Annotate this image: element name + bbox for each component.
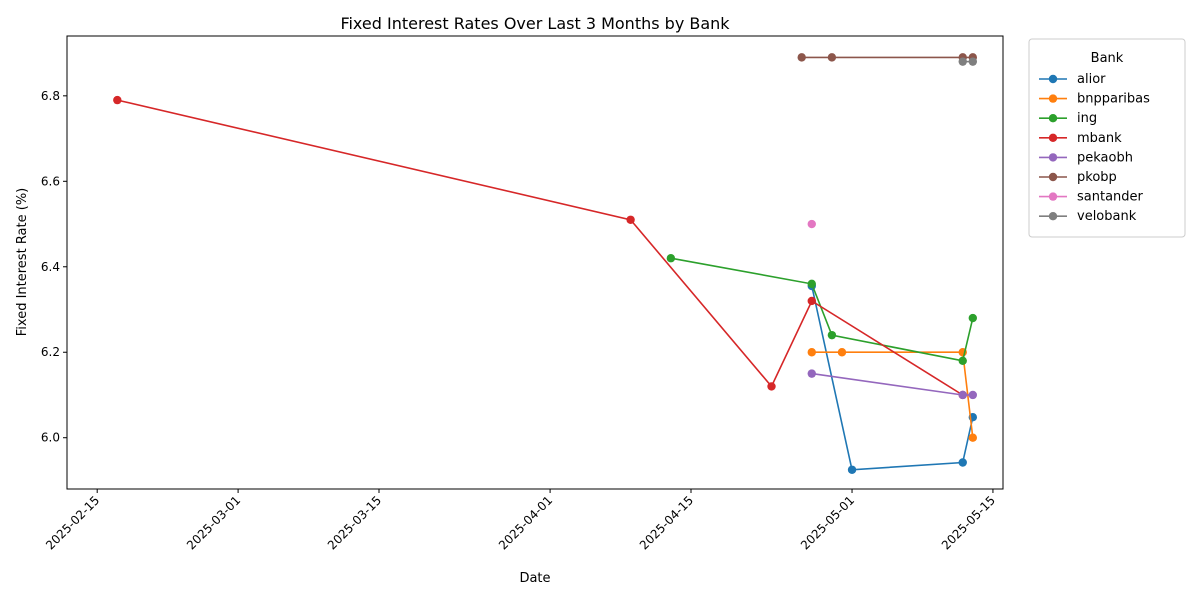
data-point-mbank [807, 296, 816, 306]
y-axis: 6.0 6.2 6.4 6.6 6.8 [41, 89, 67, 445]
legend-marker [1048, 133, 1058, 142]
legend-label: velobank [1077, 209, 1137, 224]
series-velobank [958, 57, 978, 66]
legend-label: pekaobh [1077, 150, 1133, 165]
data-point-pekaobh [958, 390, 967, 400]
x-tick-label: 2025-03-15 [325, 493, 384, 552]
legend-item-pkobp: pkobp [1039, 170, 1117, 185]
data-point-ing [968, 313, 978, 323]
series-ing [666, 254, 978, 365]
data-point-alior [958, 458, 967, 467]
legend-label: santander [1077, 190, 1144, 205]
x-tick-label: 2025-05-01 [798, 493, 857, 552]
legend-items: alior bnpparibas ing mbank pekaobh pkobp santa… [1039, 72, 1150, 224]
legend-marker [1048, 172, 1058, 182]
data-point-mbank [626, 215, 635, 224]
legend-marker [1048, 94, 1058, 103]
data-point-pkobp [797, 53, 806, 62]
y-tick-label: 6.6 [41, 174, 60, 188]
series-pekaobh [807, 369, 978, 400]
data-point-ing [827, 330, 837, 340]
y-axis-label: Fixed Interest Rate (%) [15, 188, 30, 336]
legend-label: alior [1077, 72, 1106, 87]
data-point-velobank [958, 57, 967, 66]
data-point-velobank [968, 57, 978, 66]
data-point-bnpparibas [968, 433, 978, 442]
data-point-pkobp [827, 53, 837, 62]
legend-item-bnpparibas: bnpparibas [1039, 92, 1150, 107]
x-tick-label: 2025-05-15 [939, 493, 998, 552]
legend-item-santander: santander [1039, 190, 1144, 205]
legend-frame [1028, 38, 1186, 238]
legend-item-ing: ing [1039, 111, 1097, 126]
y-tick-label: 6.8 [41, 89, 60, 103]
data-point-alior [847, 465, 857, 474]
x-axis-label: Date [519, 571, 550, 586]
legend-label: bnpparibas [1077, 92, 1150, 107]
legend-marker [1048, 153, 1058, 162]
legend-marker [1048, 192, 1058, 201]
legend-item-pekaobh: pekaobh [1039, 150, 1133, 165]
data-point-ing [958, 356, 967, 365]
plot-area [66, 35, 1004, 490]
legend-marker [1048, 74, 1058, 84]
y-tick-label: 6.4 [41, 260, 60, 274]
series-line-mbank [117, 99, 964, 396]
legend-label: ing [1077, 111, 1097, 126]
data-point-mbank [113, 95, 122, 105]
legend-label: pkobp [1077, 170, 1117, 185]
data-point-ing [807, 279, 816, 289]
data-point-bnpparibas [807, 348, 816, 357]
x-tick-label: 2025-02-15 [43, 493, 102, 552]
legend-item-velobank: velobank [1039, 209, 1137, 224]
x-tick-label: 2025-03-01 [184, 493, 243, 552]
legend-title: Bank [1091, 51, 1124, 66]
series-line-pekaobh [811, 372, 973, 396]
series-bnpparibas [807, 348, 978, 442]
y-tick-label: 6.0 [41, 431, 60, 445]
series-line-ing [670, 257, 974, 362]
series-line-alior [811, 285, 974, 471]
chart-title: Fixed Interest Rates Over Last 3 Months … [340, 14, 730, 33]
y-tick-label: 6.2 [41, 345, 60, 359]
data-point-pekaobh [807, 369, 816, 378]
data-point-pekaobh [968, 390, 978, 400]
data-point-ing [666, 254, 676, 263]
legend-marker [1048, 212, 1058, 221]
legend: Bank alior bnpparibas ing mbank pekaobh pkobp… [1028, 38, 1186, 238]
data-point-santander [807, 219, 816, 229]
series-layer [113, 53, 978, 474]
legend-item-alior: alior [1039, 72, 1106, 87]
x-tick-label: 2025-04-15 [637, 493, 696, 552]
legend-marker [1048, 114, 1058, 123]
x-axis: 2025-02-15 2025-03-01 2025-03-15 2025-04-01… [43, 489, 998, 552]
series-pkobp [797, 53, 978, 62]
legend-item-mbank: mbank [1039, 131, 1122, 146]
x-tick-label: 2025-04-01 [496, 493, 555, 552]
series-alior [807, 281, 978, 474]
data-point-mbank [767, 382, 776, 391]
legend-label: mbank [1077, 131, 1122, 146]
series-santander [807, 219, 816, 229]
data-point-bnpparibas [837, 348, 847, 357]
